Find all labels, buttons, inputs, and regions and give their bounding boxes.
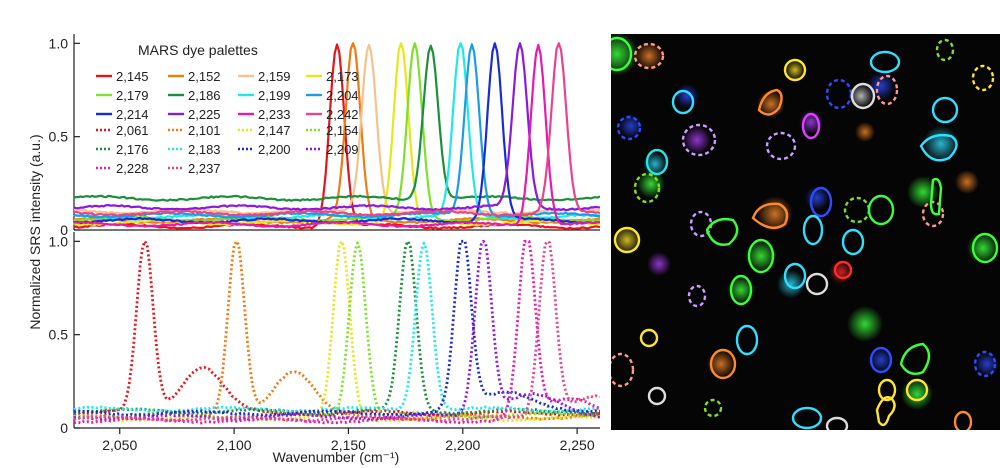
- microscopy-cells: [611, 34, 999, 430]
- y-tick-label: 1.0: [49, 233, 69, 249]
- y-tick-label: 0.5: [49, 129, 69, 145]
- series-line-2209: [73, 239, 600, 421]
- legend-entry: 2,173: [326, 69, 359, 84]
- y-tick-label: 0.5: [49, 327, 69, 343]
- legend-entry: 2,154: [326, 123, 359, 138]
- legend-entry: 2,237: [188, 161, 221, 176]
- x-tick-label: 2,250: [560, 437, 595, 453]
- legend-entry: 2,199: [258, 88, 291, 103]
- series-line-2147: [73, 239, 600, 423]
- series-line-2183: [73, 241, 600, 414]
- y-tick-label: 1.0: [49, 35, 69, 51]
- legend-title: MARS dye palettes: [138, 42, 258, 58]
- x-tick-label: 2,050: [102, 437, 137, 453]
- legend-entry: 2,152: [188, 69, 221, 84]
- top-panel: 0 0.5 1.0: [49, 34, 600, 238]
- legend-entry: 2,225: [188, 107, 221, 122]
- series-line-2061: [73, 239, 600, 417]
- series-line-2186: [73, 44, 600, 202]
- series-line-2242: [73, 42, 600, 217]
- series-line-2225: [73, 42, 600, 212]
- x-tick-label: 2,200: [445, 437, 480, 453]
- legend-entry: 2,159: [258, 69, 291, 84]
- x-axis: 2,050 2,100 2,150 2,200 2,250: [102, 428, 595, 453]
- legend-entry: 2,204: [326, 88, 359, 103]
- y-axis-label: Normalized SRS intensity (a.u.): [27, 134, 43, 329]
- legend-entry: 2,228: [116, 161, 149, 176]
- legend-entry: 2,200: [258, 142, 291, 157]
- y-tick-label: 0: [60, 420, 68, 436]
- series-line-2152: [73, 42, 600, 225]
- x-axis-label: Wavenumber (cm⁻¹): [273, 449, 400, 465]
- x-tick-label: 2,150: [331, 437, 366, 453]
- legend-entry: 2,183: [188, 142, 221, 157]
- microscopy-image: [611, 34, 1000, 430]
- legend-entry: 2,145: [116, 69, 149, 84]
- bottom-panel: 0 0.5 1.0: [49, 232, 600, 436]
- legend-entry: 2,147: [258, 123, 291, 138]
- legend-entry: 2,209: [326, 142, 359, 157]
- legend-entry: 2,176: [116, 142, 149, 157]
- series-line-2233: [73, 43, 600, 229]
- legend: MARS dye palettes 2,145 2,152 2,159 2,173 2,…: [96, 42, 359, 176]
- legend-entry: 2,214: [116, 107, 149, 122]
- series-line-2237: [73, 239, 600, 423]
- series-line-2200: [73, 239, 600, 417]
- legend-entry: 2,179: [116, 88, 149, 103]
- legend-entry: 2,186: [188, 88, 221, 103]
- chart-svg: 0 0.5 1.0 0 0.5 1.0 2,050 2,100 2,150 2,200 2,25…: [27, 34, 600, 465]
- legend-entry: 2,233: [258, 107, 291, 122]
- legend-entry: 2,061: [116, 123, 149, 138]
- y-tick-label: 0: [60, 222, 68, 238]
- legend-entry: 2,242: [326, 107, 359, 122]
- legend-entry: 2,101: [188, 123, 221, 138]
- x-tick-label: 2,100: [217, 437, 252, 453]
